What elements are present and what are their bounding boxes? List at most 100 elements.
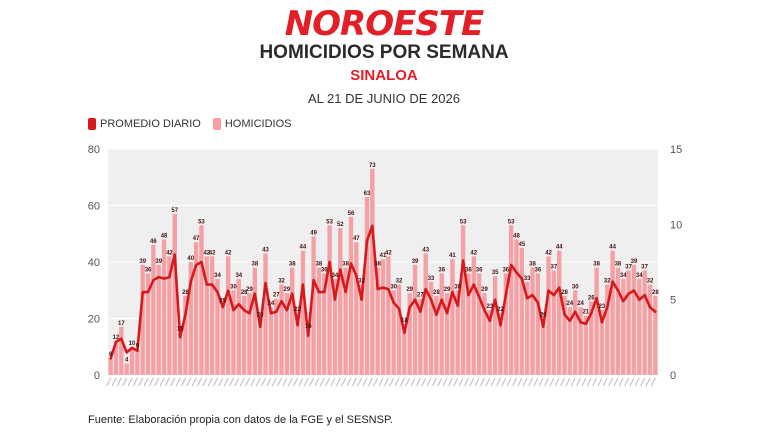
legend-item-line: PROMEDIO DIARIO: [88, 118, 201, 130]
x-tick: [175, 377, 181, 387]
x-tick: [608, 377, 614, 387]
bar-data-label: 36: [502, 267, 509, 273]
x-tick: [501, 377, 507, 387]
x-tick: [218, 377, 224, 387]
x-tick: [341, 377, 347, 387]
x-tick: [106, 377, 112, 387]
x-tick: [522, 377, 528, 387]
y-tick-label-left: 60: [88, 201, 100, 213]
bar: [626, 270, 631, 375]
x-tick: [261, 377, 266, 387]
x-tick: [469, 377, 475, 387]
bar-data-label: 27: [273, 293, 280, 299]
x-tick: [293, 377, 299, 387]
bar: [562, 295, 567, 375]
bar: [119, 326, 124, 375]
bar-data-label: 43: [422, 248, 429, 254]
bar-data-label: 24: [577, 301, 584, 307]
x-tick: [618, 377, 624, 387]
bar: [621, 278, 626, 375]
x-tick: [602, 377, 608, 387]
bar-data-label: 20: [540, 313, 547, 319]
x-tick: [277, 377, 282, 387]
x-tick: [154, 377, 160, 387]
x-tick: [255, 377, 261, 387]
bar-data-label: 23: [599, 304, 606, 310]
bar-data-label: 34: [235, 273, 242, 279]
legend-label-line: PROMEDIO DIARIO: [100, 118, 201, 130]
x-tick: [480, 377, 485, 387]
bar: [402, 324, 407, 375]
bar-data-label: 36: [465, 267, 472, 273]
x-tick: [474, 377, 480, 387]
legend-label-bar: HOMICIDIOS: [224, 118, 292, 130]
bar: [380, 259, 386, 375]
bar-data-label: 34: [214, 273, 221, 279]
bar: [247, 293, 252, 375]
bar-data-label: 48: [161, 233, 168, 239]
x-tick: [405, 377, 411, 387]
x-tick: [490, 377, 496, 387]
bar: [653, 295, 658, 375]
bar-data-label: 49: [310, 231, 317, 237]
x-tick: [624, 377, 630, 387]
bar: [268, 307, 274, 375]
x-tick: [458, 377, 464, 387]
bar: [460, 225, 466, 375]
bar-data-label: 30: [572, 284, 579, 290]
bar-data-label: 20: [257, 313, 264, 319]
bar: [605, 284, 610, 375]
bar-data-label: 32: [647, 279, 654, 285]
bar-data-label: 24: [567, 301, 574, 307]
bar-data-label: 44: [609, 245, 616, 251]
line-promedio-diario: [109, 224, 657, 360]
bar: [364, 197, 370, 375]
bar: [375, 267, 380, 375]
bar-data-label: 38: [252, 262, 259, 268]
x-tick: [565, 377, 571, 387]
x-tick: [229, 377, 234, 387]
bar-data-label: 36: [438, 267, 445, 273]
bar: [535, 273, 541, 375]
bar-data-label: 28: [433, 290, 440, 296]
bar-data-label: 43: [262, 248, 269, 254]
bar: [407, 293, 412, 375]
chart-subtitle-region: SINALOA: [350, 67, 418, 84]
x-tick: [373, 377, 379, 387]
x-tick: [645, 377, 651, 387]
bar: [439, 273, 444, 375]
bar: [199, 225, 204, 375]
bar-data-label: 34: [620, 273, 627, 279]
bar: [188, 262, 193, 375]
x-tick: [399, 377, 405, 387]
bar: [354, 242, 359, 375]
bar-data-label: 44: [556, 245, 563, 251]
x-tick: [544, 377, 549, 387]
x-tick: [319, 377, 325, 387]
bar-data-label: 52: [337, 222, 344, 228]
bar: [567, 307, 573, 375]
bar-data-label: 37: [625, 264, 632, 270]
bar: [156, 264, 161, 375]
x-tick: [570, 377, 576, 387]
bar: [546, 256, 551, 375]
y-tick-label-left: 40: [88, 257, 100, 269]
bar: [578, 307, 583, 375]
y-tick-label-left: 0: [94, 370, 100, 382]
bar-data-label: 10: [129, 341, 136, 347]
x-tick: [213, 377, 218, 387]
bar-data-label: 32: [358, 279, 365, 285]
x-tick: [383, 377, 389, 387]
bar: [290, 267, 295, 375]
bar: [498, 312, 503, 375]
x-tick: [650, 377, 656, 387]
bar: [108, 358, 113, 375]
x-tick: [116, 377, 122, 387]
x-tick: [581, 377, 587, 387]
x-tick: [357, 377, 363, 387]
bar: [327, 225, 332, 375]
bar-data-label: 9: [136, 344, 140, 350]
x-tick: [447, 377, 453, 387]
x-tick: [143, 377, 149, 387]
x-tick: [303, 377, 309, 387]
